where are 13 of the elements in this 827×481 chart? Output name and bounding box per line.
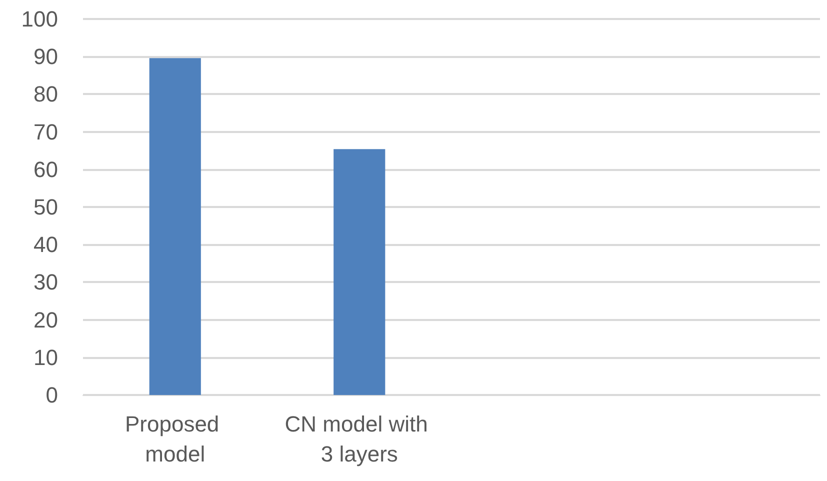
y-tick-label: 90 [34,44,58,70]
y-tick-label: 80 [34,82,58,107]
y-tick-label: 60 [34,156,58,182]
y-tick-label: 40 [34,232,58,258]
y-tick-label: 50 [34,194,58,220]
y-tick-label: 70 [34,119,58,144]
x-tick-label: CN model with 3 layers [284,412,434,466]
y-tick-label: 10 [34,344,58,370]
y-tick-label: 0 [46,382,58,408]
y-tick-label: 100 [21,6,58,32]
y-tick-label: 20 [34,307,58,332]
y-tick-label: 30 [34,270,58,295]
x-tick-label: Proposed model [124,412,226,466]
